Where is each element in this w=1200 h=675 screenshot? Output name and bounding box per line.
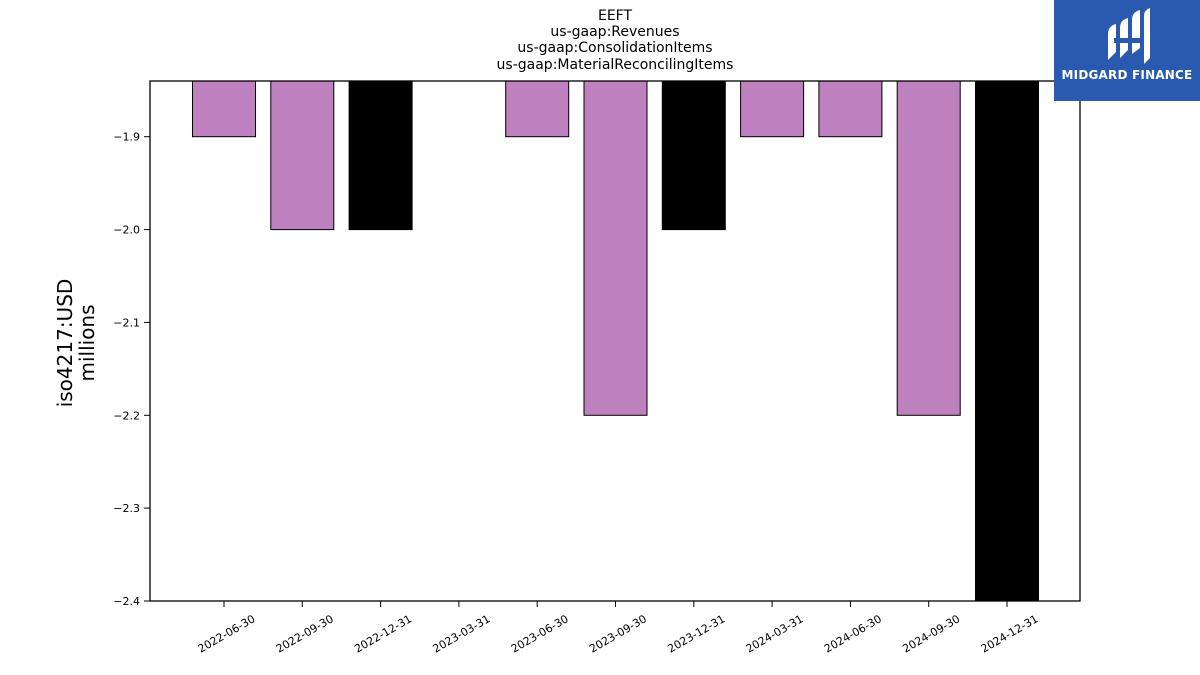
x-tick-label: 2024-06-30 [822,612,884,655]
bar-2022-12-31 [348,80,413,231]
x-tick-label: 2023-12-31 [665,612,727,655]
bar-2023-09-30 [583,80,648,416]
x-tick-label: 2022-09-30 [274,612,336,655]
bar-2024-06-30 [818,80,883,138]
y-tick-label: −2.1 [113,316,140,329]
x-tick-label: 2024-09-30 [900,612,962,655]
x-tick-label: 2022-06-30 [196,612,258,655]
x-tick-label: 2023-03-31 [431,612,493,655]
y-tick-label: −2.3 [113,502,140,515]
bars-layer [192,80,1039,602]
bar-2024-03-31 [740,80,805,138]
bar-2024-09-30 [896,80,961,416]
title-line-1: EEFT [598,8,632,24]
x-tick-label: 2023-06-30 [509,612,571,655]
y-tick-label: −2.4 [113,595,140,608]
y-axis-title-line-1: iso4217:USD [53,279,77,408]
x-tick-label: 2023-09-30 [587,612,649,655]
y-axis-title: iso4217:USD millions [53,279,99,408]
y-axis-ticks: −1.9 −2.0 −2.1 −2.2 −2.3 −2.4 [113,131,150,608]
logo-wordmark: MIDGARD FINANCE [1061,68,1193,82]
brand-logo: MIDGARD FINANCE [1054,0,1200,101]
bar-2023-12-31 [661,80,726,231]
bar-2024-12-31 [975,80,1039,602]
title-line-4: us-gaap:MaterialReconcilingItems [497,57,734,73]
logo-mark-icon [1108,8,1150,64]
y-tick-label: −2.0 [113,224,140,237]
x-tick-label: 2024-03-31 [744,612,806,655]
bar-2022-09-30 [270,80,335,231]
y-tick-label: −1.9 [113,131,140,144]
chart-title: EEFT us-gaap:Revenues us-gaap:Consolidat… [497,8,734,73]
y-axis-title-line-2: millions [75,304,99,381]
y-tick-label: −2.2 [113,409,140,422]
plot-frame [149,80,1081,602]
bar-2023-06-30 [505,80,570,138]
x-tick-label: 2022-12-31 [352,612,414,655]
x-tick-label: 2024-12-31 [979,612,1041,655]
x-axis-ticks: 2022-06-30 2022-09-30 2022-12-31 2023-03-31… [196,601,1041,656]
title-line-3: us-gaap:ConsolidationItems [517,40,712,56]
bar-2022-06-30 [192,80,256,138]
title-line-2: us-gaap:Revenues [550,24,679,40]
